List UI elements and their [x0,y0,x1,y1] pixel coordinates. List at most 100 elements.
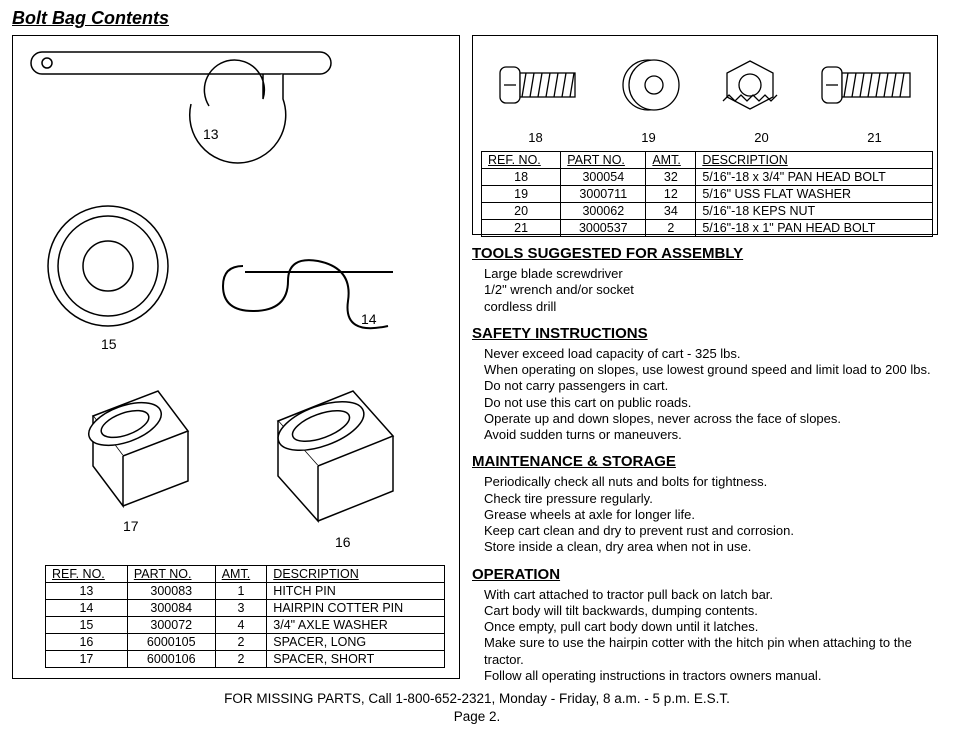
label-18: 18 [528,130,542,145]
right-icons-row [479,40,931,130]
text-line: Cart body will tilt backwards, dumping c… [484,603,938,619]
spacer-short-icon [63,376,203,516]
table-cell: 20 [482,203,561,220]
table-cell: 19 [482,186,561,203]
table-cell: 6000106 [127,651,215,668]
table-cell: 1 [215,583,267,600]
page-title: Bolt Bag Contents [12,8,942,29]
table-cell: 6000105 [127,634,215,651]
col-amt: AMT. [215,566,267,583]
table-row: 1760001062SPACER, SHORT [46,651,445,668]
table-row: 143000843HAIRPIN COTTER PIN [46,600,445,617]
text-line: Grease wheels at axle for longer life. [484,507,938,523]
table-cell: 18 [482,169,561,186]
text-line: Periodically check all nuts and bolts fo… [484,474,938,490]
keps-nut-icon [715,55,785,115]
footer-line1: FOR MISSING PARTS, Call 1-800-652-2321, … [12,690,942,708]
table-cell: 32 [646,169,696,186]
footer-line2: Page 2. [12,708,942,726]
operation-section: OPERATION With cart attached to tractor … [472,566,938,685]
main-columns: 13 15 14 [12,35,942,684]
text-line: cordless drill [484,299,938,315]
text-line: Check tire pressure regularly. [484,491,938,507]
pan-head-bolt-icon [494,55,584,115]
label-20: 20 [754,130,768,145]
hairpin-cotter-icon [213,236,413,356]
axle-washer-icon [38,196,178,336]
table-cell: 300054 [561,169,646,186]
label-16: 16 [335,534,351,550]
text-line: Keep cart clean and dry to prevent rust … [484,523,938,539]
table-cell: 16 [46,634,128,651]
label-13: 13 [203,126,219,142]
table-cell: 21 [482,220,561,237]
table-row: 1530007243/4" AXLE WASHER [46,617,445,634]
text-line: Make sure to use the hairpin cotter with… [484,635,938,668]
text-line: Do not carry passengers in cart. [484,378,938,394]
table-cell: 13 [46,583,128,600]
text-line: With cart attached to tractor pull back … [484,587,938,603]
table-header-row: REF. NO. PART NO. AMT. DESCRIPTION [46,566,445,583]
maintenance-heading: MAINTENANCE & STORAGE [472,453,938,470]
right-column: 18 19 20 21 REF. NO. PART NO. AMT. DESCR… [472,35,938,684]
table-cell: 4 [215,617,267,634]
right-parts-box: 18 19 20 21 REF. NO. PART NO. AMT. DESCR… [472,35,938,235]
table-cell: 5/16"-18 KEPS NUT [696,203,933,220]
text-line: Store inside a clean, dry area when not … [484,539,938,555]
right-parts-table: REF. NO. PART NO. AMT. DESCRIPTION 18300… [481,151,933,237]
operation-body: With cart attached to tractor pull back … [472,587,938,685]
table-cell: 17 [46,651,128,668]
table-cell: HAIRPIN COTTER PIN [267,600,445,617]
table-row: 21300053725/16"-18 x 1" PAN HEAD BOLT [482,220,933,237]
table-cell: 300084 [127,600,215,617]
col-ref: REF. NO. [482,152,561,169]
table-row: 1660001052SPACER, LONG [46,634,445,651]
pan-head-bolt-long-icon [816,55,916,115]
table-cell: 5/16" USS FLAT WASHER [696,186,933,203]
table-cell: 3000537 [561,220,646,237]
page-footer: FOR MISSING PARTS, Call 1-800-652-2321, … [12,690,942,725]
right-table-body: 18300054325/16"-18 x 3/4" PAN HEAD BOLT1… [482,169,933,237]
left-parts-table: REF. NO. PART NO. AMT. DESCRIPTION 13300… [45,565,445,668]
col-amt: AMT. [646,152,696,169]
table-row: 193000711125/16" USS FLAT WASHER [482,186,933,203]
label-19: 19 [641,130,655,145]
table-cell: SPACER, LONG [267,634,445,651]
table-cell: 14 [46,600,128,617]
table-row: 20300062345/16"-18 KEPS NUT [482,203,933,220]
text-line: Avoid sudden turns or maneuvers. [484,427,938,443]
safety-section: SAFETY INSTRUCTIONS Never exceed load ca… [472,325,938,444]
table-cell: 3000711 [561,186,646,203]
left-parts-box: 13 15 14 [12,35,460,679]
table-cell: 2 [215,651,267,668]
col-part: PART NO. [561,152,646,169]
table-cell: 300062 [561,203,646,220]
table-cell: 300083 [127,583,215,600]
safety-body: Never exceed load capacity of cart - 325… [472,346,938,444]
table-cell: 15 [46,617,128,634]
left-column: 13 15 14 [12,35,460,684]
text-line: 1/2" wrench and/or socket [484,282,938,298]
operation-heading: OPERATION [472,566,938,583]
table-cell: 5/16"-18 x 3/4" PAN HEAD BOLT [696,169,933,186]
table-cell: 2 [215,634,267,651]
table-cell: 3 [215,600,267,617]
text-line: Large blade screwdriver [484,266,938,282]
right-icon-labels: 18 19 20 21 [479,130,931,145]
label-21: 21 [867,130,881,145]
text-line: Once empty, pull cart body down until it… [484,619,938,635]
table-header-row: REF. NO. PART NO. AMT. DESCRIPTION [482,152,933,169]
flat-washer-icon [615,55,685,115]
table-cell: HITCH PIN [267,583,445,600]
table-cell: 12 [646,186,696,203]
table-cell: 2 [646,220,696,237]
tools-section: TOOLS SUGGESTED FOR ASSEMBLY Large blade… [472,245,938,315]
table-row: 133000831HITCH PIN [46,583,445,600]
maintenance-body: Periodically check all nuts and bolts fo… [472,474,938,555]
text-line: Operate up and down slopes, never across… [484,411,938,427]
safety-heading: SAFETY INSTRUCTIONS [472,325,938,342]
text-line: Do not use this cart on public roads. [484,395,938,411]
table-cell: 300072 [127,617,215,634]
text-line: When operating on slopes, use lowest gro… [484,362,938,378]
tools-heading: TOOLS SUGGESTED FOR ASSEMBLY [472,245,938,262]
